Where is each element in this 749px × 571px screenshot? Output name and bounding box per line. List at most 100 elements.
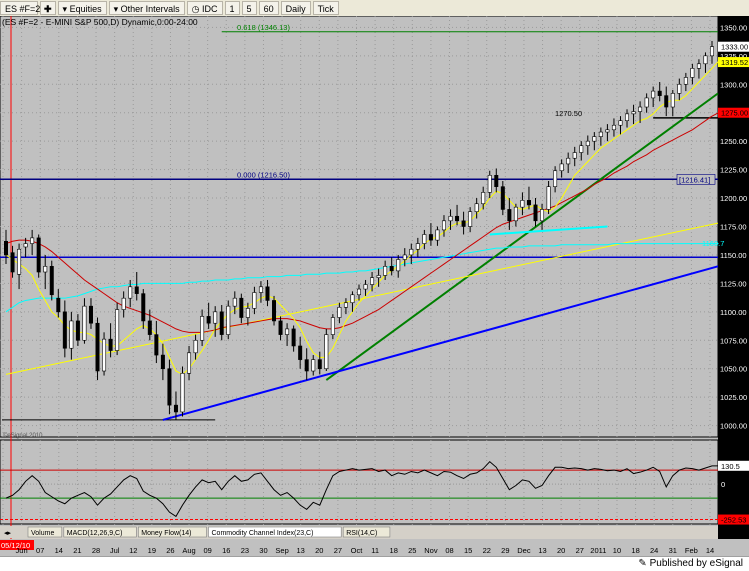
candle <box>559 159 564 178</box>
candle-body <box>330 317 335 335</box>
date-tick-label: 18 <box>631 546 639 555</box>
published-by: ✎ Published by eSignal <box>638 558 743 569</box>
candle <box>487 170 492 199</box>
candle-body <box>30 237 35 244</box>
candle-body <box>468 211 473 227</box>
candle-body <box>559 163 564 172</box>
date-tick-label: 16 <box>222 546 230 555</box>
candle <box>598 127 603 146</box>
indicator-label-bg <box>718 460 749 471</box>
symbol-field[interactable]: ES #F=2 <box>0 1 40 15</box>
candle-body <box>566 157 571 165</box>
candle-body <box>428 234 433 241</box>
candle-body <box>553 170 558 187</box>
candle-body <box>657 90 662 96</box>
candle <box>520 192 525 216</box>
candle-body <box>363 284 368 290</box>
annotation-label: 1270.50 <box>555 109 582 118</box>
candle <box>690 63 695 85</box>
candle-body <box>572 152 577 159</box>
candle <box>651 86 656 108</box>
candle-body <box>102 338 107 372</box>
candle <box>173 391 178 420</box>
candle <box>43 254 48 290</box>
chevron-down-icon: ▾ <box>62 4 70 14</box>
candle-body <box>696 63 701 69</box>
indicator-tab <box>342 526 391 538</box>
tick-button[interactable]: Tick <box>312 1 339 15</box>
candle-body <box>579 145 584 153</box>
price-label: [1216.41] <box>679 175 710 184</box>
candle <box>553 166 558 193</box>
new-window-icon[interactable]: ✚ <box>40 1 56 15</box>
indicator-tab-label: Volume <box>31 530 54 537</box>
candle-body <box>128 286 133 299</box>
indicator-tab <box>208 526 342 538</box>
candle-body <box>232 297 237 307</box>
candle <box>396 254 401 278</box>
candle <box>258 281 263 303</box>
cyan-moving-average <box>5 243 719 313</box>
price-axis: 1350.00 1325.00 1300.00 1275.00 1250.00 1225.… <box>720 23 747 430</box>
candle <box>350 291 355 312</box>
candle <box>4 229 9 265</box>
candle-body <box>343 302 348 308</box>
candle <box>677 78 682 101</box>
candle-body <box>252 292 257 309</box>
date-tick-label: Sep <box>275 546 288 555</box>
chart-svg: 1350.00 1325.00 1300.00 1275.00 1250.00 1225.… <box>0 16 749 556</box>
date-tick-label: 28 <box>92 546 100 555</box>
candle <box>17 243 22 290</box>
candle <box>128 279 133 308</box>
candle <box>618 116 623 135</box>
annotation-label: 0.000 (1216.50) <box>237 170 290 179</box>
y-tick-label: 1175.00 <box>720 223 747 232</box>
candle <box>88 298 93 329</box>
candle-body <box>304 359 309 372</box>
candle <box>206 302 211 329</box>
price-label-bg <box>718 107 749 118</box>
candle <box>566 152 571 174</box>
candle <box>664 86 669 117</box>
date-tick-label: Dec <box>517 546 531 555</box>
candle <box>546 180 551 214</box>
candle <box>95 317 100 381</box>
indicator-tab-label: RSI(14,C) <box>346 530 377 537</box>
daily-button[interactable]: Daily <box>280 1 311 15</box>
candle-body <box>441 220 446 231</box>
date-tick-label: 21 <box>73 546 81 555</box>
candle <box>494 168 499 193</box>
candle-body <box>474 203 479 213</box>
indicator-tabs: ◂▸ Volume MACD(12,26,9,C) Money Flow(14) Com… <box>0 526 718 538</box>
candle-body <box>356 288 361 296</box>
other-intervals-button[interactable]: ▾ Other Intervals <box>108 1 185 15</box>
indicator-tab <box>27 526 63 538</box>
candle <box>611 118 616 137</box>
interval-5-button[interactable]: 5 <box>241 1 257 15</box>
candle-body <box>533 204 538 222</box>
candle-body <box>709 46 714 57</box>
candle-body <box>592 136 597 142</box>
candle-body <box>540 209 545 222</box>
candle-body <box>291 328 296 347</box>
candle <box>513 203 518 227</box>
esignal-logo-icon: ✎ <box>638 558 650 569</box>
equities-button[interactable]: ▾ Equities <box>57 1 107 15</box>
candle-body <box>546 186 551 210</box>
candle <box>683 72 688 92</box>
y-tick-label: 1025.00 <box>720 393 747 402</box>
candle-body <box>507 209 512 222</box>
candle <box>455 204 460 226</box>
candle <box>481 186 486 210</box>
y-tick-label: 1150.00 <box>720 251 747 260</box>
candle-body <box>200 316 205 341</box>
candle <box>56 289 61 318</box>
candle-body <box>631 111 636 115</box>
interval-60-button[interactable]: 60 <box>258 1 279 15</box>
candle-body <box>625 113 630 121</box>
candle-body <box>141 293 146 322</box>
candle-body <box>690 68 695 78</box>
interval-1-button[interactable]: 1 <box>224 1 240 15</box>
candle <box>272 295 277 326</box>
idc-button[interactable]: ◷ IDC <box>186 1 223 15</box>
